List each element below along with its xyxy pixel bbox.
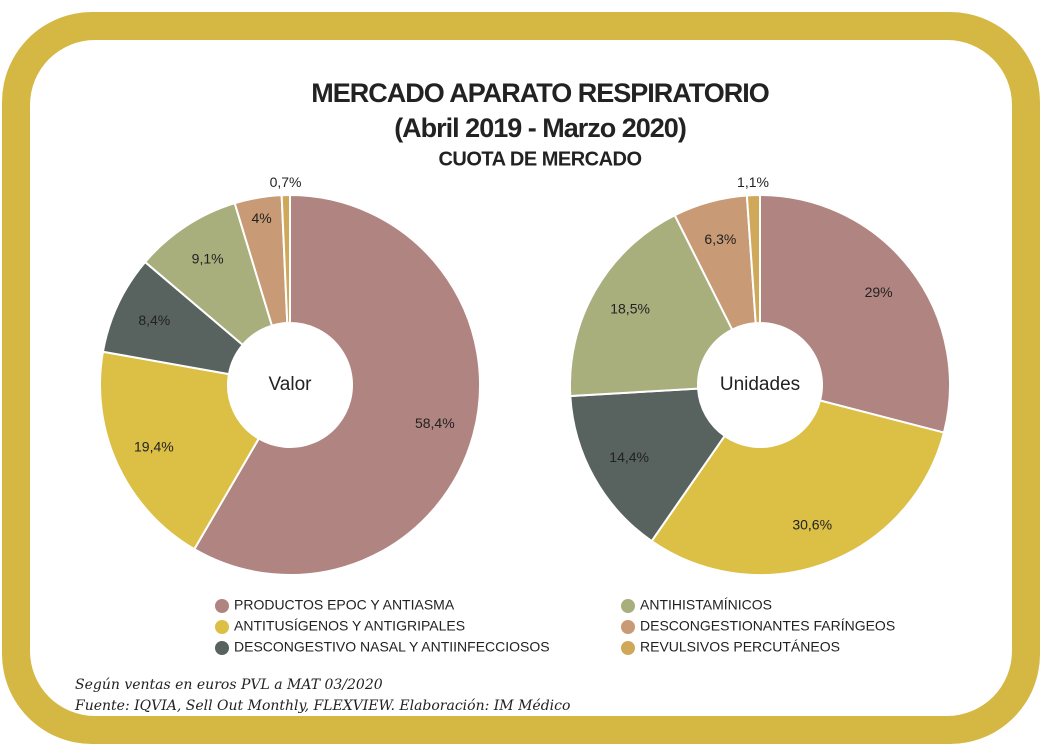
chart-heading: CUOTA DE MERCADO (438, 148, 641, 170)
legend-label: DESCONGESTIVO NASAL Y ANTIINFECCIOSOS (234, 639, 550, 655)
value-label: 9,1% (192, 250, 224, 266)
value-label: 30,6% (792, 516, 832, 532)
legend-swatch (621, 641, 635, 655)
value-label: 4% (252, 210, 272, 226)
legend-swatch (621, 620, 635, 634)
series-label: Valor (269, 374, 313, 395)
legend-swatch (215, 599, 229, 613)
slice (280, 193, 291, 325)
chart-title: MERCADO APARATO RESPIRATORIO (311, 78, 769, 108)
value-label: 18,5% (610, 301, 650, 317)
value-label: 19,4% (134, 439, 174, 455)
value-label: 0,7% (270, 174, 302, 190)
legend-label: DESCONGESTIONANTES FARÍNGEOS (640, 618, 895, 634)
slice (745, 193, 761, 325)
legend-label: PRODUCTOS EPOC Y ANTIASMA (234, 597, 455, 613)
slice (192, 193, 481, 576)
value-label: 8,4% (138, 312, 170, 328)
value-label: 6,3% (704, 231, 736, 247)
slice (99, 350, 261, 551)
slice (650, 399, 946, 576)
value-label: 58,4% (415, 415, 455, 431)
legend-label: REVULSIVOS PERCUTÁNEOS (640, 639, 840, 655)
legend-swatch (215, 620, 229, 634)
legend-label: ANTIHISTAMÍNICOS (640, 597, 772, 613)
slice (568, 213, 734, 398)
value-label: 1,1% (737, 174, 769, 190)
note: Según ventas en euros PVL a MAT 03/2020 (75, 677, 383, 693)
value-label: 29% (865, 284, 893, 300)
legend-swatch (215, 641, 229, 655)
series-label: Unidades (720, 374, 800, 395)
note: Fuente: IQVIA, Sell Out Monthly, FLEXVIE… (74, 698, 570, 714)
value-label: 14,4% (609, 449, 649, 465)
chart-subtitle: (Abril 2019 - Marzo 2020) (394, 113, 686, 143)
slice (759, 193, 951, 434)
slice (569, 387, 727, 543)
legend-swatch (621, 599, 635, 613)
legend-label: ANTITUSÍGENOS Y ANTIGRIPALES (234, 618, 465, 634)
